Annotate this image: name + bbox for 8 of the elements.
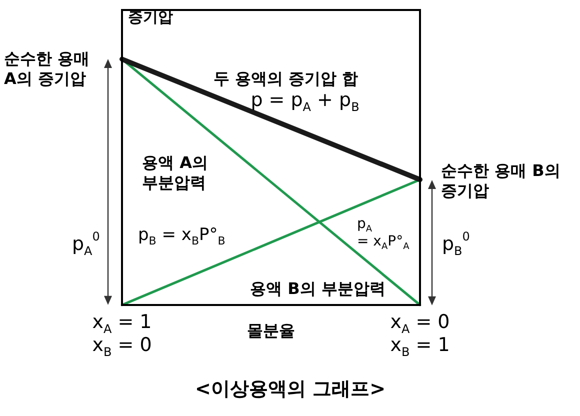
annotation: 순수한 용매 A의 증기압 [4, 49, 90, 88]
annotation: 두 용액의 증기압 합 [213, 69, 358, 88]
annotation: 용액 A의 부분압력 [142, 153, 208, 192]
annotation: 순수한 용매 B의 증기압 [441, 161, 560, 200]
y-axis-title: 증기압 [128, 8, 173, 26]
x-axis-title: 몰분율 [247, 321, 295, 340]
text: <이상용액의 그래프> [195, 378, 386, 400]
annotation: 용액 B의 부분압력 [250, 279, 386, 298]
